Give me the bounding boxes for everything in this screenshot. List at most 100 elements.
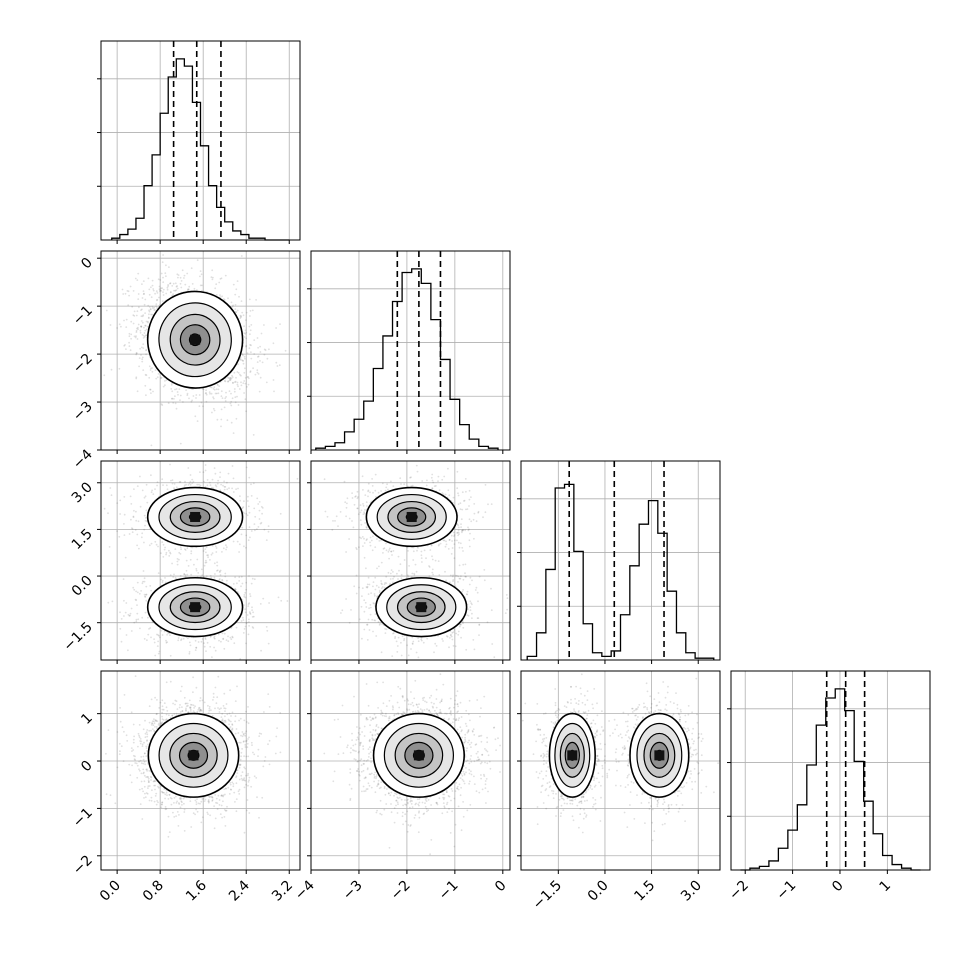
scatter-point bbox=[251, 577, 254, 580]
scatter-point bbox=[199, 484, 202, 487]
scatter-point bbox=[147, 633, 150, 636]
scatter-point bbox=[445, 543, 448, 546]
scatter-point bbox=[258, 509, 261, 512]
scatter-point bbox=[148, 365, 151, 368]
scatter-point bbox=[253, 507, 256, 510]
scatter-point bbox=[164, 272, 167, 275]
scatter-point bbox=[472, 518, 475, 521]
scatter-point bbox=[139, 347, 142, 350]
scatter-point bbox=[190, 400, 193, 403]
scatter-point bbox=[162, 254, 165, 256]
scatter-point bbox=[225, 544, 227, 547]
scatter-point bbox=[224, 380, 227, 383]
scatter-point bbox=[145, 509, 148, 512]
scatter-point bbox=[216, 482, 219, 485]
scatter-point bbox=[195, 646, 198, 649]
scatter-point bbox=[236, 540, 239, 543]
scatter-point bbox=[203, 645, 206, 648]
scatter-point bbox=[223, 485, 226, 488]
scatter-point bbox=[247, 633, 250, 636]
scatter-point bbox=[133, 509, 135, 512]
scatter-point bbox=[150, 491, 153, 494]
scatter-point bbox=[125, 634, 128, 636]
scatter-point bbox=[139, 505, 142, 508]
scatter-point bbox=[236, 395, 238, 398]
scatter-point bbox=[169, 282, 171, 285]
y-tick-label: −2 bbox=[70, 351, 96, 377]
scatter-point bbox=[343, 480, 346, 483]
scatter-point bbox=[234, 303, 237, 306]
scatter-point bbox=[268, 348, 270, 351]
scatter-point bbox=[176, 391, 179, 393]
scatter-point bbox=[460, 526, 462, 528]
scatter-point bbox=[132, 322, 135, 325]
scatter-point bbox=[171, 390, 174, 393]
scatter-point bbox=[465, 508, 467, 511]
scatter-point bbox=[450, 534, 453, 537]
scatter-point bbox=[116, 327, 118, 329]
scatter-point bbox=[276, 365, 279, 367]
scatter-point bbox=[197, 572, 200, 574]
scatter-point bbox=[198, 394, 201, 396]
scatter-point bbox=[175, 486, 178, 489]
scatter-point bbox=[150, 392, 152, 394]
scatter-point bbox=[230, 404, 233, 407]
scatter-point bbox=[164, 384, 166, 387]
scatter-point bbox=[160, 578, 163, 581]
scatter-point bbox=[145, 374, 148, 377]
scatter-point bbox=[178, 558, 180, 561]
scatter-point bbox=[263, 528, 266, 531]
scatter-point bbox=[247, 505, 250, 508]
scatter-point bbox=[242, 616, 244, 619]
scatter-point bbox=[223, 647, 226, 650]
scatter-point bbox=[244, 382, 247, 385]
scatter-point bbox=[244, 332, 247, 335]
scatter-point bbox=[129, 612, 132, 615]
scatter-point bbox=[141, 360, 144, 363]
scatter-point bbox=[214, 484, 217, 487]
scatter-point bbox=[245, 319, 247, 321]
scatter-point bbox=[136, 612, 139, 615]
scatter-point bbox=[228, 377, 231, 380]
scatter-point bbox=[211, 656, 213, 658]
scatter-point bbox=[123, 534, 126, 536]
scatter-point bbox=[252, 611, 255, 614]
scatter-point bbox=[143, 303, 146, 306]
scatter-point bbox=[214, 545, 217, 548]
scatter-point bbox=[166, 286, 169, 289]
scatter-point bbox=[399, 477, 402, 480]
scatter-point bbox=[137, 323, 140, 326]
scatter-point bbox=[166, 633, 169, 636]
scatter-point bbox=[143, 334, 145, 337]
scatter-point bbox=[189, 474, 192, 476]
scatter-point bbox=[140, 315, 143, 318]
scatter-point bbox=[135, 510, 137, 513]
scatter-point bbox=[139, 331, 142, 334]
scatter-point bbox=[150, 296, 153, 299]
scatter-point bbox=[118, 323, 121, 326]
scatter-point bbox=[155, 299, 158, 302]
scatter-point bbox=[137, 293, 140, 295]
scatter-point bbox=[171, 562, 174, 565]
scatter-point bbox=[189, 480, 192, 483]
scatter-point bbox=[135, 377, 138, 380]
scatter-point bbox=[245, 546, 247, 549]
scatter-point bbox=[141, 356, 144, 359]
scatter-point bbox=[407, 550, 409, 552]
scatter-point bbox=[135, 329, 138, 332]
scatter-point bbox=[142, 293, 145, 295]
scatter-point bbox=[162, 385, 165, 388]
scatter-point bbox=[239, 373, 241, 376]
scatter-point bbox=[263, 353, 266, 356]
scatter-point bbox=[149, 308, 152, 310]
scatter-point bbox=[264, 349, 267, 352]
scatter-point bbox=[157, 373, 160, 375]
scatter-point bbox=[149, 308, 152, 311]
scatter-point bbox=[246, 614, 249, 616]
scatter-point bbox=[258, 518, 261, 520]
scatter-point bbox=[188, 641, 191, 644]
scatter-point bbox=[357, 513, 360, 516]
scatter-point bbox=[210, 392, 213, 395]
scatter-point bbox=[184, 480, 186, 483]
scatter-point bbox=[159, 290, 161, 292]
